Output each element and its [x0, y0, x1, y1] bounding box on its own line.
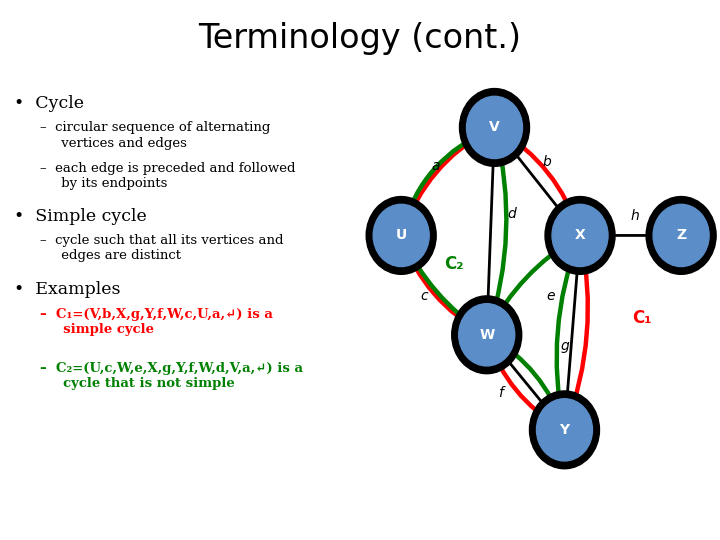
- Circle shape: [459, 89, 529, 166]
- FancyArrowPatch shape: [402, 238, 485, 334]
- Text: W: W: [479, 328, 495, 342]
- Text: g: g: [560, 339, 569, 353]
- Text: C₂: C₂: [444, 254, 464, 273]
- Text: •  Cycle: • Cycle: [14, 94, 84, 111]
- FancyArrowPatch shape: [489, 336, 564, 427]
- FancyArrowPatch shape: [402, 131, 487, 233]
- Circle shape: [529, 391, 600, 469]
- Text: –  cycle such that all its vertices and
     edges are distinct: – cycle such that all its vertices and e…: [40, 234, 283, 262]
- Circle shape: [373, 204, 429, 267]
- FancyArrowPatch shape: [497, 129, 579, 233]
- Circle shape: [552, 204, 608, 267]
- Circle shape: [366, 197, 436, 274]
- Text: –  circular sequence of alternating
     vertices and edges: – circular sequence of alternating verti…: [40, 122, 270, 150]
- FancyArrowPatch shape: [402, 129, 492, 228]
- Text: •  Simple cycle: • Simple cycle: [14, 208, 147, 225]
- Circle shape: [653, 204, 709, 267]
- Text: –  C₁=(V,b,X,g,Y,f,W,c,U,a,↵) is a
     simple cycle: – C₁=(V,b,X,g,Y,f,W,c,U,a,↵) is a simple…: [40, 308, 272, 336]
- Circle shape: [646, 197, 716, 274]
- Circle shape: [459, 303, 515, 366]
- FancyArrowPatch shape: [487, 130, 506, 332]
- FancyArrowPatch shape: [565, 238, 588, 427]
- Text: d: d: [508, 207, 516, 221]
- FancyArrowPatch shape: [402, 238, 485, 333]
- Text: Y: Y: [559, 423, 570, 437]
- Circle shape: [451, 296, 522, 374]
- Text: –  each edge is preceded and followed
     by its endpoints: – each edge is preceded and followed by …: [40, 162, 295, 190]
- FancyArrowPatch shape: [488, 237, 577, 332]
- FancyArrowPatch shape: [557, 238, 579, 427]
- Text: –  C₂=(U,c,W,e,X,g,Y,f,W,d,V,a,↵) is a
     cycle that is not simple: – C₂=(U,c,W,e,X,g,Y,f,W,d,V,a,↵) is a cy…: [40, 362, 302, 390]
- FancyArrowPatch shape: [487, 130, 495, 332]
- FancyArrowPatch shape: [487, 338, 562, 428]
- Circle shape: [536, 399, 593, 461]
- Text: Terminology (cont.): Terminology (cont.): [199, 22, 521, 55]
- Circle shape: [545, 197, 615, 274]
- Text: C₁: C₁: [632, 308, 652, 327]
- Text: e: e: [546, 289, 555, 303]
- Text: U: U: [395, 228, 407, 242]
- Text: Z: Z: [676, 228, 686, 242]
- Text: b: b: [543, 155, 552, 169]
- FancyArrowPatch shape: [564, 238, 580, 427]
- Text: V: V: [489, 120, 500, 134]
- Text: •  Examples: • Examples: [14, 281, 121, 298]
- FancyArrowPatch shape: [496, 130, 578, 233]
- Text: c: c: [420, 289, 428, 303]
- Text: a: a: [432, 159, 441, 173]
- Text: f: f: [498, 386, 503, 400]
- Circle shape: [467, 96, 523, 159]
- Text: X: X: [575, 228, 585, 242]
- Text: h: h: [630, 209, 639, 223]
- FancyArrowPatch shape: [488, 337, 563, 428]
